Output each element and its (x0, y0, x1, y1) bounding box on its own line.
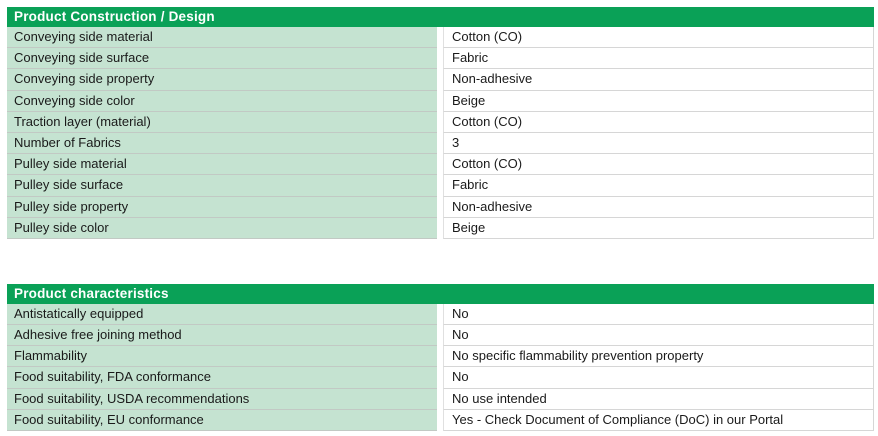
spec-value: Cotton (CO) (443, 111, 874, 133)
product-characteristics-table: Product characteristics Antistatically e… (7, 283, 874, 431)
spec-value: Yes - Check Document of Compliance (DoC)… (443, 409, 874, 431)
spec-label: Pulley side color (7, 217, 437, 239)
column-gutter (437, 388, 443, 410)
spec-label: Flammability (7, 346, 437, 368)
spec-label: Traction layer (material) (7, 111, 437, 133)
table-title: Product characteristics (7, 283, 874, 304)
spec-value: No (443, 303, 874, 326)
spec-label: Food suitability, USDA recommendations (7, 388, 437, 410)
spec-value: No (443, 325, 874, 347)
column-gutter (437, 27, 443, 49)
spec-label: Conveying side material (7, 27, 437, 49)
spec-value: Beige (443, 90, 874, 112)
spec-label: Number of Fabrics (7, 132, 437, 155)
column-gutter (437, 303, 443, 326)
column-gutter (437, 69, 443, 91)
column-gutter (437, 90, 443, 112)
spec-label: Conveying side color (7, 90, 437, 112)
column-gutter (437, 196, 443, 218)
spec-label: Food suitability, FDA conformance (7, 367, 437, 389)
spec-label: Antistatically equipped (7, 303, 437, 326)
table-row: Adhesive free joining method No (7, 325, 874, 347)
table-row: Pulley side material Cotton (CO) (7, 154, 874, 176)
spec-label: Pulley side property (7, 196, 437, 218)
column-gutter (437, 111, 443, 133)
column-gutter (437, 154, 443, 176)
table-row: Food suitability, FDA conformance No (7, 367, 874, 389)
product-construction-table: Product Construction / Design Conveying … (7, 7, 874, 239)
spec-label: Conveying side surface (7, 48, 437, 70)
column-gutter (437, 48, 443, 70)
column-gutter (437, 367, 443, 389)
table-row: Conveying side surface Fabric (7, 48, 874, 70)
spec-label: Adhesive free joining method (7, 325, 437, 347)
table-row: Traction layer (material) Cotton (CO) (7, 111, 874, 133)
column-gutter (437, 175, 443, 197)
spec-value: Non-adhesive (443, 196, 874, 218)
table-row: Number of Fabrics 3 (7, 132, 874, 155)
column-gutter (437, 217, 443, 239)
spec-label: Pulley side material (7, 154, 437, 176)
spec-value: No (443, 367, 874, 389)
table-row: Pulley side surface Fabric (7, 175, 874, 197)
table-rows: Antistatically equipped No Adhesive free j… (7, 303, 874, 431)
spec-value: No specific flammability prevention prop… (443, 346, 874, 368)
spec-label: Pulley side surface (7, 175, 437, 197)
table-row: Antistatically equipped No (7, 303, 874, 326)
spec-value: Cotton (CO) (443, 154, 874, 176)
table-row: Conveying side color Beige (7, 90, 874, 112)
spec-value: Fabric (443, 175, 874, 197)
table-row: Pulley side property Non-adhesive (7, 196, 874, 218)
spec-value: Beige (443, 217, 874, 239)
spec-value: 3 (443, 132, 874, 155)
column-gutter (437, 132, 443, 155)
spec-value: Fabric (443, 48, 874, 70)
spec-value: Cotton (CO) (443, 27, 874, 49)
spec-label: Food suitability, EU conformance (7, 409, 437, 431)
spec-label: Conveying side property (7, 69, 437, 91)
table-rows: Conveying side material Cotton (CO) Convey… (7, 27, 874, 239)
column-gutter (437, 409, 443, 431)
spec-value: Non-adhesive (443, 69, 874, 91)
column-gutter (437, 325, 443, 347)
spec-value: No use intended (443, 388, 874, 410)
table-title: Product Construction / Design (7, 7, 874, 27)
table-row: Flammability No specific flammability pre… (7, 346, 874, 368)
table-row: Conveying side property Non-adhesive (7, 69, 874, 91)
table-row: Pulley side color Beige (7, 217, 874, 239)
table-row: Food suitability, USDA recommendations No… (7, 388, 874, 410)
table-row: Food suitability, EU conformance Yes - Ch… (7, 409, 874, 431)
column-gutter (437, 346, 443, 368)
table-row: Conveying side material Cotton (CO) (7, 27, 874, 49)
